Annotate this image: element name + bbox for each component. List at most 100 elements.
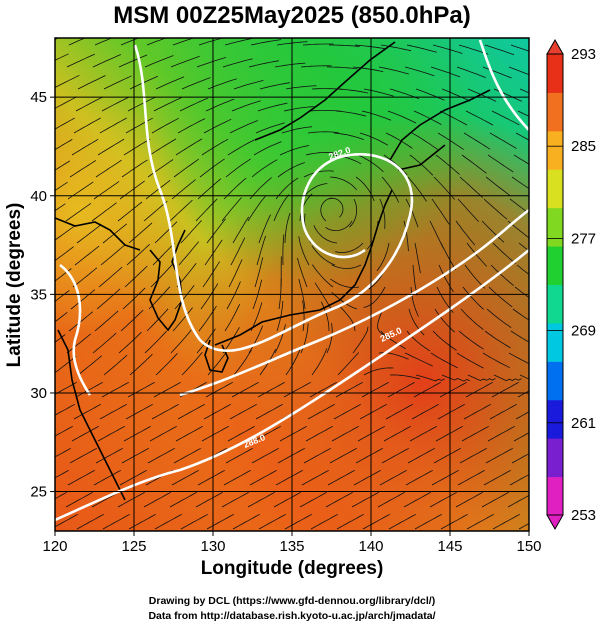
streamline [279,425,307,442]
colorbar-tick-label: 269 [571,323,596,340]
temperature-contours [55,39,529,522]
streamline [121,447,149,464]
streamline [431,198,450,225]
streamline [320,301,330,332]
streamline [300,65,332,68]
streamline [67,469,95,486]
streamline [491,381,519,398]
streamline [256,235,267,266]
streamline [123,138,151,156]
streamline [388,513,416,530]
y-tick-label: 40 [30,188,47,205]
streamline [487,425,515,442]
y-tick-label: 35 [30,286,47,303]
streamline [126,244,150,266]
streamline [71,138,99,156]
streamline [251,447,279,464]
contour-288 [55,248,529,522]
streamline [153,97,182,112]
streamline [257,102,288,112]
streamline [283,106,315,112]
china-coastline [55,217,141,501]
streamline [94,310,119,332]
streamline [121,159,148,178]
streamline [279,145,310,156]
streamline [387,110,417,124]
streamline [257,381,285,398]
streamline [333,132,364,140]
streamline [226,281,241,310]
colorbar-segment [547,322,563,362]
streamline [355,447,383,464]
streamline [519,88,529,94]
streamline [298,236,310,266]
streamline [433,447,461,464]
streamline [509,198,529,214]
streamline [463,132,491,150]
streamline [181,351,203,376]
streamline [429,491,457,508]
streamline [73,117,101,134]
streamline [407,447,435,464]
streamline [274,62,306,68]
streamline [97,138,125,156]
streamline [361,381,389,398]
streamline [55,491,67,500]
streamline [55,117,75,130]
streamline [100,244,125,266]
streamline [430,352,458,369]
streamline [355,176,375,202]
streamline [55,290,70,302]
streamline [437,132,464,150]
streamline [385,403,413,420]
streamline [55,425,73,437]
kyushu-coastline [204,339,229,373]
streamline [363,286,386,308]
streamline [169,491,197,508]
streamline [127,96,156,112]
streamline [149,425,177,442]
coastlines [55,41,491,501]
streamline [249,177,272,200]
streamline [198,305,217,332]
grid-lines [55,38,529,531]
streamline [172,307,193,332]
streamline [486,308,512,329]
streamline [309,110,341,112]
streamline [154,513,182,530]
streamline [68,311,93,332]
streamline [71,425,99,442]
streamline [485,176,511,197]
streamline [206,513,234,530]
streamline [231,100,261,112]
streamline [299,491,327,508]
streamline [440,242,457,271]
streamline [284,212,291,244]
streamline [414,242,421,274]
streamline [491,110,520,126]
streamline [457,469,485,486]
streamline [92,332,117,354]
streamline [517,390,529,398]
streamline [77,75,106,90]
colorbar-segment [547,284,563,324]
streamline [255,403,283,420]
streamline [199,158,225,178]
streamline [180,513,208,530]
streamline [172,38,195,46]
streamline [222,327,240,354]
streamline [310,513,338,530]
streamline [518,242,529,252]
streamline [196,57,227,68]
contour-285 [179,208,529,397]
streamline [413,110,442,125]
streamline [175,425,203,442]
colorbar: 293 285 277 269 261 253 [546,38,596,531]
streamline [325,491,353,508]
streamline [482,352,510,369]
streamline [516,264,529,275]
colorbar-segment [547,92,563,132]
colorbar-segment [547,246,563,285]
streamline [325,220,353,232]
streamline [465,110,494,126]
